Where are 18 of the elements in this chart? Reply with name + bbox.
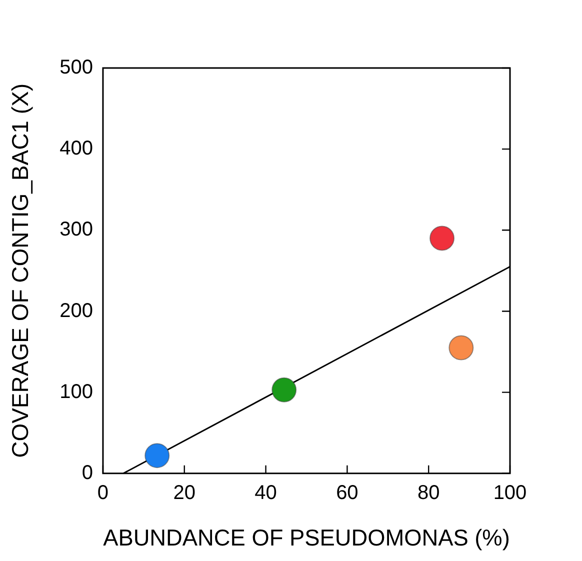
x-tick-label: 100 [493, 482, 527, 504]
x-axis-title: ABUNDANCE OF PSEUDOMONAS (%) [103, 524, 510, 551]
y-tick-label: 400 [60, 138, 93, 160]
point [272, 377, 297, 402]
y-tick-label: 0 [82, 462, 93, 484]
point [448, 335, 474, 360]
y-tick-label: 200 [60, 300, 93, 322]
y-tick-label: 300 [60, 218, 93, 241]
x-tick-label: 60 [336, 482, 358, 504]
y-axis-title: COVERAGE OF CONTIG_BAC1 (X) [7, 83, 34, 458]
point [144, 443, 170, 468]
y-tick-label: 100 [60, 380, 93, 403]
x-tick-label: 0 [97, 482, 109, 504]
x-tick-label: 40 [254, 482, 277, 504]
y-tick-label: 500 [60, 56, 93, 79]
x-tick-label: 80 [417, 482, 440, 504]
point [430, 226, 455, 251]
x-tick-label: 20 [173, 482, 196, 504]
